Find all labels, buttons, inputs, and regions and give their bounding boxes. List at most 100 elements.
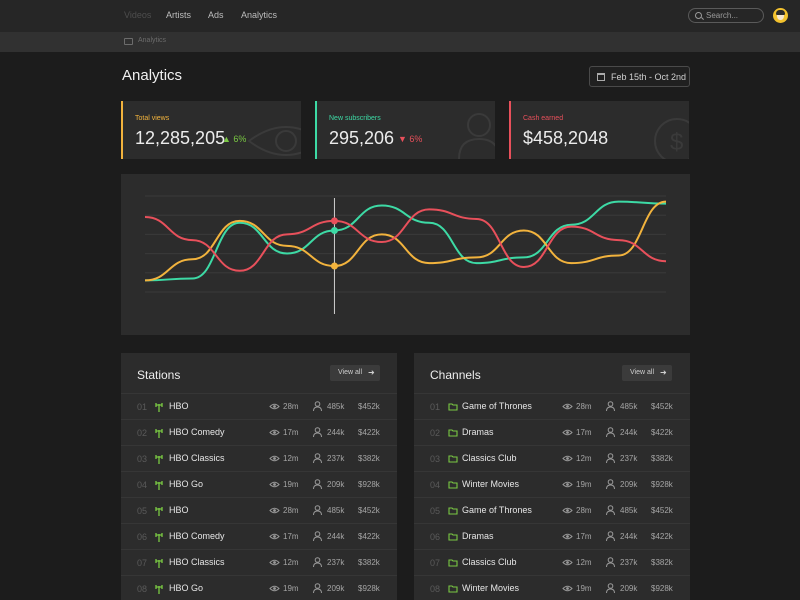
calendar-icon xyxy=(597,73,605,81)
user-icon xyxy=(313,453,322,463)
list-item[interactable]: 04 HBO Go 19m 209k $928k xyxy=(121,471,397,497)
dollar-icon: $ xyxy=(654,118,689,159)
row-views: 19m xyxy=(576,584,592,593)
series-line-1[interactable] xyxy=(144,200,667,282)
list-item[interactable]: 05 Game of Thrones 28m 485k $452k xyxy=(414,497,690,523)
row-name[interactable]: HBO Classics xyxy=(169,557,225,567)
antenna-icon xyxy=(155,559,163,568)
stations-title: Stations xyxy=(137,368,181,382)
row-cash: $452k xyxy=(651,506,673,515)
stations-panel: Stations View all ➜ 01 HBO 28m 485k $452k 02 H… xyxy=(121,353,397,600)
date-range-button[interactable]: Feb 15th - Oct 2nd xyxy=(589,66,690,87)
card-accent-bar xyxy=(315,101,317,159)
row-name[interactable]: Game of Thrones xyxy=(462,401,532,411)
row-name[interactable]: Classics Club xyxy=(462,453,517,463)
stat-change: ▲ 6% xyxy=(222,134,247,144)
row-name[interactable]: Winter Movies xyxy=(462,479,520,489)
row-number: 06 xyxy=(137,532,148,542)
nav-item-artists[interactable]: Artists xyxy=(166,10,192,20)
row-views: 28m xyxy=(283,506,299,515)
row-number: 03 xyxy=(137,454,148,464)
series-line-2[interactable] xyxy=(144,200,667,282)
row-name[interactable]: HBO Comedy xyxy=(169,531,225,541)
row-number: 08 xyxy=(430,584,441,594)
user-icon xyxy=(313,583,322,593)
row-name[interactable]: HBO Comedy xyxy=(169,427,225,437)
channels-view-all-button[interactable]: View all ➜ xyxy=(622,365,672,381)
nav-item-ads[interactable]: Ads xyxy=(208,10,224,20)
stations-view-all-button[interactable]: View all ➜ xyxy=(330,365,380,381)
eye-icon xyxy=(562,429,573,436)
stat-value: $458,2048 xyxy=(523,128,609,148)
row-number: 05 xyxy=(430,506,441,516)
eye-icon xyxy=(269,559,280,566)
list-item[interactable]: 02 Dramas 17m 244k $422k xyxy=(414,419,690,445)
row-name[interactable]: Dramas xyxy=(462,531,494,541)
series-line-3[interactable] xyxy=(144,208,667,272)
row-number: 05 xyxy=(137,506,148,516)
row-number: 07 xyxy=(137,558,148,568)
stat-label: Total views xyxy=(135,115,170,122)
row-name[interactable]: HBO Classics xyxy=(169,453,225,463)
line-chart[interactable] xyxy=(121,174,690,335)
list-item[interactable]: 07 HBO Classics 12m 237k $382k xyxy=(121,549,397,575)
hover-point-1[interactable] xyxy=(330,226,338,234)
row-number: 07 xyxy=(430,558,441,568)
stat-card-new-subscribers: New subscribers 295,206 ▼ 6% xyxy=(315,101,495,159)
row-name[interactable]: HBO xyxy=(169,401,189,411)
row-cash: $928k xyxy=(651,480,673,489)
card-accent-bar xyxy=(121,101,123,159)
user-icon xyxy=(606,401,615,411)
row-name[interactable]: Winter Movies xyxy=(462,583,520,593)
row-number: 06 xyxy=(430,532,441,542)
row-number: 04 xyxy=(430,480,441,490)
row-name[interactable]: HBO Go xyxy=(169,479,204,489)
list-item[interactable]: 06 Dramas 17m 244k $422k xyxy=(414,523,690,549)
user-icon xyxy=(606,583,615,593)
row-cash: $422k xyxy=(358,532,380,541)
eye-icon xyxy=(247,126,301,156)
search-input[interactable] xyxy=(706,10,761,21)
list-item[interactable]: 01 HBO 28m 485k $452k xyxy=(121,393,397,419)
row-views: 12m xyxy=(576,454,592,463)
row-name[interactable]: Dramas xyxy=(462,427,494,437)
antenna-icon xyxy=(155,585,163,594)
list-item[interactable]: 05 HBO 28m 485k $452k xyxy=(121,497,397,523)
nav-item-analytics[interactable]: Analytics xyxy=(241,10,278,20)
list-item[interactable]: 04 Winter Movies 19m 209k $928k xyxy=(414,471,690,497)
avatar[interactable] xyxy=(773,8,788,23)
search-box[interactable] xyxy=(688,8,764,23)
list-item[interactable]: 08 HBO Go 19m 209k $928k xyxy=(121,575,397,600)
hover-point-2[interactable] xyxy=(330,262,338,270)
list-item[interactable]: 03 Classics Club 12m 237k $382k xyxy=(414,445,690,471)
breadcrumb-label[interactable]: Analytics xyxy=(138,37,167,44)
view-all-label: View all xyxy=(630,369,654,376)
row-name[interactable]: HBO xyxy=(169,505,189,515)
user-icon xyxy=(606,557,615,567)
row-number: 01 xyxy=(430,402,441,412)
list-item[interactable]: 06 HBO Comedy 17m 244k $422k xyxy=(121,523,397,549)
breadcrumb: Analytics xyxy=(0,32,800,52)
page-title: Analytics xyxy=(122,67,183,84)
folder-icon xyxy=(448,403,458,411)
list-item[interactable]: 07 Classics Club 12m 237k $382k xyxy=(414,549,690,575)
nav-item-videos[interactable]: Videos xyxy=(124,10,152,20)
channels-title: Channels xyxy=(430,368,481,382)
stat-change-value: 6% xyxy=(233,134,247,144)
stat-label: Cash earned xyxy=(523,115,564,122)
list-item[interactable]: 02 HBO Comedy 17m 244k $422k xyxy=(121,419,397,445)
eye-icon xyxy=(562,559,573,566)
row-number: 01 xyxy=(137,402,148,412)
row-subscribers: 209k xyxy=(327,584,345,593)
row-subscribers: 209k xyxy=(620,480,638,489)
list-item[interactable]: 01 Game of Thrones 28m 485k $452k xyxy=(414,393,690,419)
row-subscribers: 237k xyxy=(327,558,345,567)
list-item[interactable]: 03 HBO Classics 12m 237k $382k xyxy=(121,445,397,471)
row-name[interactable]: Game of Thrones xyxy=(462,505,532,515)
hover-point-3[interactable] xyxy=(330,217,338,225)
row-views: 17m xyxy=(576,428,592,437)
row-name[interactable]: Classics Club xyxy=(462,557,517,567)
row-name[interactable]: HBO Go xyxy=(169,583,204,593)
row-views: 12m xyxy=(576,558,592,567)
list-item[interactable]: 08 Winter Movies 19m 209k $928k xyxy=(414,575,690,600)
